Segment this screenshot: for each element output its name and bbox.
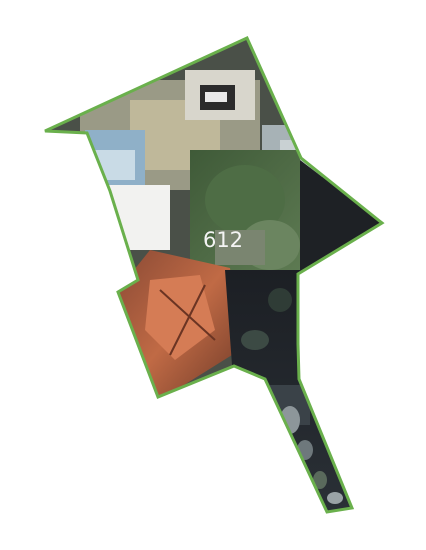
parcel-outline[interactable] bbox=[44, 36, 385, 514]
aerial-imagery bbox=[45, 38, 382, 512]
parcel-id-label: 612 bbox=[203, 228, 243, 252]
